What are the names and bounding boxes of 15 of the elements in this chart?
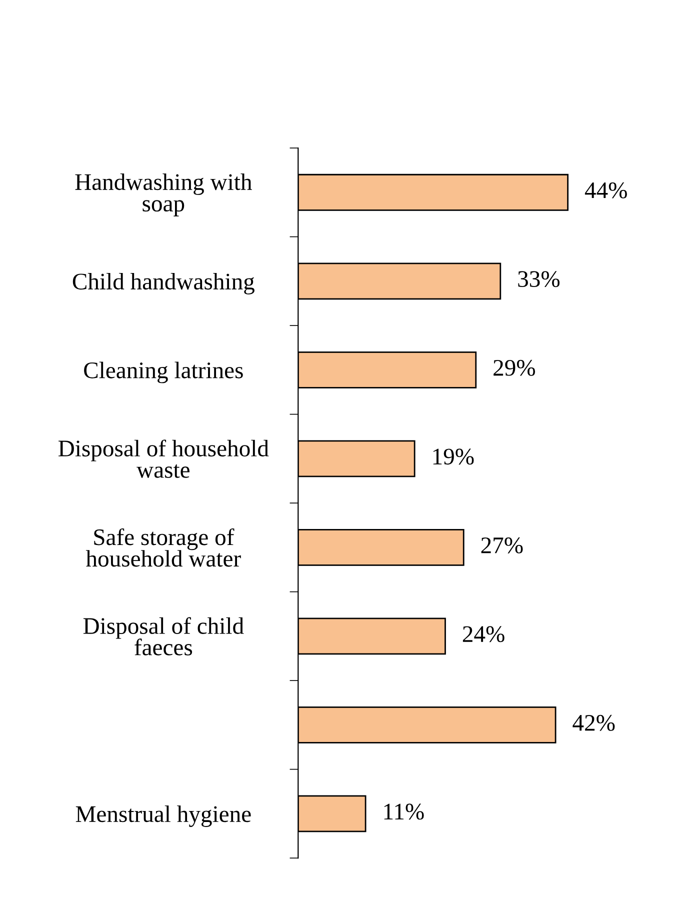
y-tick-label: Disposal of household waste bbox=[58, 440, 269, 478]
y-tick-label: Safe storage of household water bbox=[86, 528, 241, 567]
data-label: 29% bbox=[494, 360, 536, 376]
data-label: 11% bbox=[384, 804, 424, 820]
data-label: 42% bbox=[572, 714, 615, 731]
data-label: 24% bbox=[462, 626, 504, 642]
data-label: 19% bbox=[433, 448, 474, 465]
data-label: 44% bbox=[584, 182, 627, 198]
data-label: 33% bbox=[518, 271, 560, 288]
y-tick-label: Handwashing with soap bbox=[75, 173, 252, 216]
y-tick-label: Menstrual hygiene bbox=[76, 805, 251, 827]
y-tick-label: Child handwashing bbox=[72, 272, 254, 294]
y-tick-label: Cleaning latrines bbox=[84, 362, 243, 384]
data-label: 27% bbox=[481, 537, 523, 554]
y-tick-label: Disposal of child faeces bbox=[83, 617, 244, 656]
